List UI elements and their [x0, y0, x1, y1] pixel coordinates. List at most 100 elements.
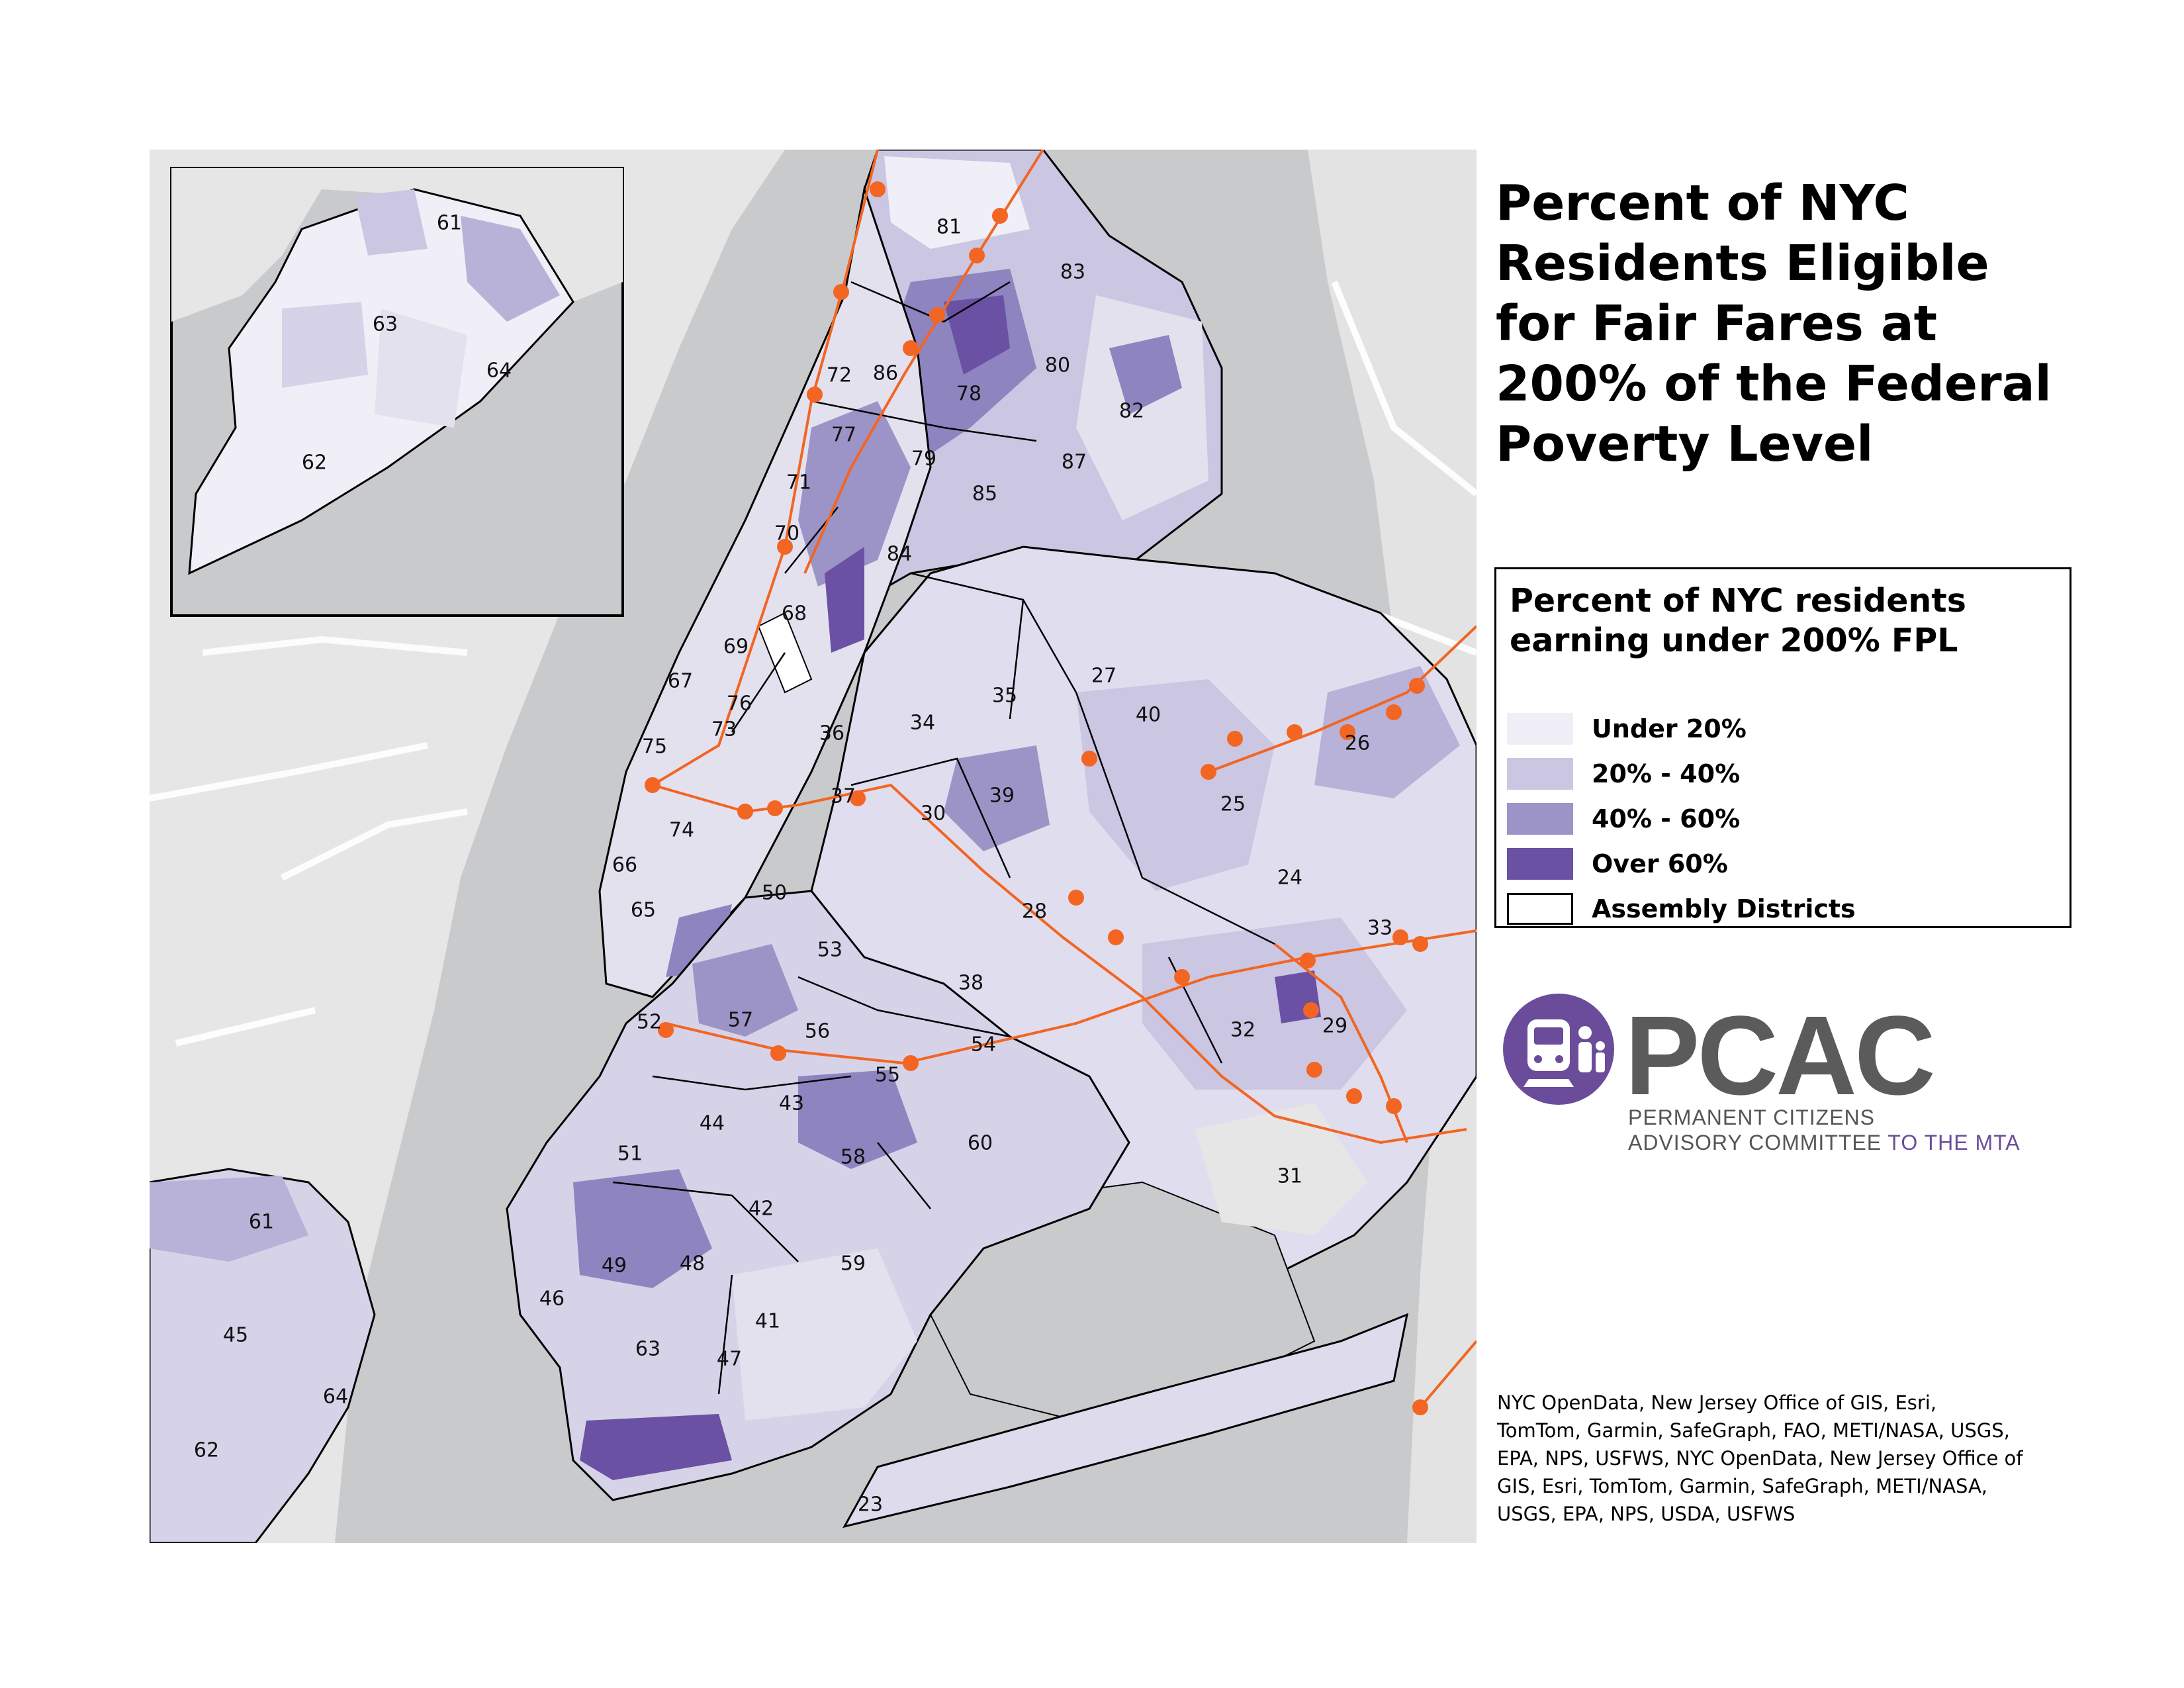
logo-subtitle-line2: ADVISORY COMMITTEE TO THE MTA: [1628, 1131, 2021, 1154]
district-label-64: 64: [323, 1385, 348, 1409]
district-label-85: 85: [972, 483, 997, 506]
legend-item-under-20: Under 20%: [1507, 713, 2050, 745]
queens-south: [1142, 917, 1407, 1090]
district-label-57: 57: [728, 1009, 753, 1032]
district-labels: 81 83 72 86 78 80 82 77 79 87 71 85 70 84 68 69 67 27 76 35…: [194, 216, 1392, 1517]
district-label-81: 81: [936, 216, 962, 239]
jfk-airport: [1195, 1103, 1367, 1235]
credits-line: EPA, NPS, USFWS, NYC OpenData, New Jerse…: [1497, 1447, 2023, 1470]
district-label-67: 67: [668, 670, 693, 693]
brooklyn-55: [798, 1070, 917, 1169]
district-label-50: 50: [762, 882, 787, 905]
inset-district-label-64: 64: [486, 359, 512, 383]
legend: Percent of NYC residents earning under 2…: [1494, 567, 2071, 928]
legend-title: Percent of NYC residents earning under 2…: [1510, 581, 1966, 661]
brooklyn-57: [692, 944, 798, 1037]
district-label-46: 46: [539, 1288, 565, 1311]
district-label-52: 52: [637, 1011, 662, 1034]
district-label-31: 31: [1277, 1165, 1302, 1188]
bronx-north: [884, 156, 1030, 249]
logo-subtitle-main: ADVISORY COMMITTEE: [1628, 1131, 1882, 1154]
map-title: Percent of NYC Residents Eligible for Fa…: [1496, 173, 2131, 475]
district-label-35: 35: [992, 684, 1017, 708]
title-line: for Fair Fares at: [1496, 295, 1938, 352]
district-label-76: 76: [727, 692, 752, 716]
district-label-37: 37: [831, 785, 856, 808]
legend-label: 40% - 60%: [1592, 804, 1741, 833]
inset-district-labels: 61 63 64 62: [302, 212, 512, 475]
legend-item-40-60: 40% - 60%: [1507, 803, 2050, 835]
title-line: Residents Eligible: [1496, 235, 1989, 292]
legend-item-20-40: 20% - 40%: [1507, 758, 2050, 790]
district-label-66: 66: [612, 854, 637, 877]
rockaway: [842, 1313, 1409, 1528]
district-label-41: 41: [755, 1310, 780, 1333]
district-label-54: 54: [971, 1033, 996, 1056]
title-line: Poverty Level: [1496, 416, 1874, 473]
swatch-40-60: [1507, 803, 1573, 835]
credits-line: USGS, EPA, NPS, USDA, USFWS: [1497, 1503, 1796, 1525]
legend-title-line: earning under 200% FPL: [1510, 622, 1958, 659]
map-credits: NYC OpenData, New Jersey Office of GIS, …: [1497, 1389, 2079, 1528]
staten-island-north: [150, 1176, 308, 1262]
brooklyn: [506, 890, 1130, 1501]
district-label-68: 68: [782, 602, 807, 626]
district-label-44: 44: [700, 1112, 725, 1135]
district-label-28: 28: [1022, 900, 1047, 923]
district-label-72: 72: [827, 364, 852, 387]
bronx-82: [1109, 335, 1182, 414]
legend-label: 20% - 40%: [1592, 759, 1741, 788]
queens-26: [1314, 666, 1460, 798]
district-label-86: 86: [873, 362, 898, 385]
district-label-26: 26: [1345, 732, 1370, 755]
legend-label: Assembly Districts: [1592, 894, 1856, 923]
logo-wordmark: PCAC: [1625, 993, 1936, 1119]
district-label-45: 45: [223, 1324, 248, 1347]
district-label-49: 49: [602, 1254, 627, 1278]
queens-39: [944, 745, 1050, 851]
inset-district-label-63: 63: [373, 313, 398, 336]
district-label-40: 40: [1136, 704, 1161, 727]
legend-label: Over 60%: [1592, 849, 1728, 878]
district-label-24: 24: [1277, 867, 1302, 890]
district-label-30: 30: [921, 802, 946, 825]
highways: [150, 281, 1477, 1047]
bronx-over60: [944, 295, 1010, 375]
district-label-63: 63: [635, 1338, 660, 1361]
district-label-77: 77: [831, 424, 856, 447]
staten-island-inset: [170, 167, 624, 617]
brooklyn-coney: [580, 1414, 732, 1480]
district-label-75: 75: [642, 735, 667, 759]
rail-stations: [645, 181, 1428, 1415]
queens-25: [1076, 679, 1275, 891]
district-label-32: 32: [1230, 1019, 1255, 1042]
credits-line: GIS, Esri, TomTom, Garmin, SafeGraph, ME…: [1497, 1475, 1988, 1497]
district-label-33: 33: [1367, 917, 1392, 940]
district-label-82: 82: [1119, 400, 1144, 423]
legend-label: Under 20%: [1592, 714, 1747, 743]
district-label-80: 80: [1045, 354, 1070, 377]
swatch-assembly-districts: [1507, 893, 1573, 925]
district-label-58: 58: [841, 1146, 866, 1169]
brooklyn-south: [732, 1248, 917, 1421]
district-label-60: 60: [968, 1132, 993, 1155]
district-label-23: 23: [858, 1493, 883, 1517]
district-label-84: 84: [887, 543, 912, 566]
manhattan-68: [825, 547, 864, 653]
brooklyn-48: [573, 1169, 712, 1288]
district-label-39: 39: [989, 784, 1015, 808]
logo-subtitle-accent: TO THE MTA: [1888, 1131, 2021, 1154]
district-label-79: 79: [911, 447, 936, 471]
district-label-65: 65: [631, 899, 656, 922]
district-label-25: 25: [1220, 793, 1246, 816]
staten-island: [150, 1168, 376, 1543]
district-label-42: 42: [749, 1197, 774, 1221]
credits-line: NYC OpenData, New Jersey Office of GIS, …: [1497, 1391, 1937, 1414]
swatch-over-60: [1507, 848, 1573, 880]
swatch-20-40: [1507, 758, 1573, 790]
district-label-74: 74: [669, 819, 694, 842]
district-label-53: 53: [817, 939, 842, 962]
district-label-51: 51: [617, 1143, 643, 1166]
district-label-61: 61: [249, 1211, 274, 1234]
district-label-36: 36: [819, 722, 844, 745]
